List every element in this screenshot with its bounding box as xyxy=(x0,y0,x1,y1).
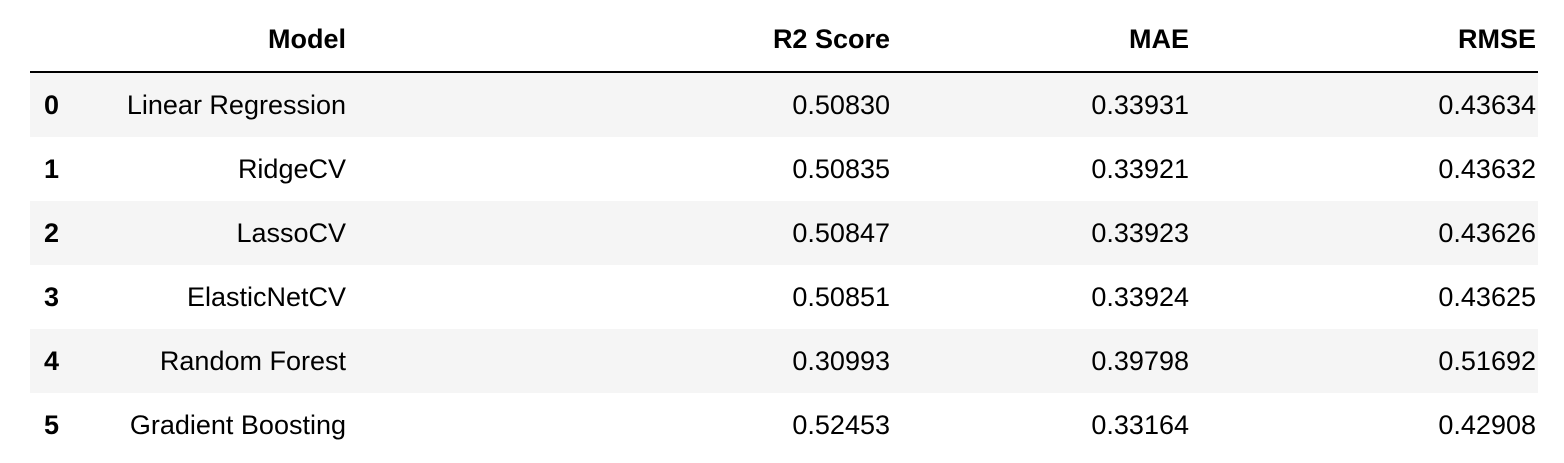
r2-score-cell: 0.50830 xyxy=(792,89,890,120)
r2-score-cell: 0.50851 xyxy=(792,281,890,312)
mae-cell: 0.33923 xyxy=(1091,217,1189,248)
model-cell: Linear Regression xyxy=(126,89,346,120)
r2-score-cell: 0.50847 xyxy=(792,217,890,248)
model-cell: LassoCV xyxy=(236,217,346,248)
row-index: 1 xyxy=(44,153,60,184)
r2-score-header: R2 Score xyxy=(346,8,890,73)
mae-cell: 0.39798 xyxy=(1091,345,1189,376)
index-header xyxy=(30,8,78,73)
row-index: 5 xyxy=(44,409,60,440)
rmse-header: RMSE xyxy=(1189,8,1538,73)
r2-score-cell: 0.50835 xyxy=(792,153,890,184)
rmse-cell: 0.51692 xyxy=(1438,345,1536,376)
table-row: 0 Linear Regression 0.50830 0.33931 0.43… xyxy=(30,72,1538,137)
mae-header: MAE xyxy=(890,8,1189,73)
row-index: 4 xyxy=(44,345,60,376)
model-cell: Gradient Boosting xyxy=(129,409,346,440)
row-index: 3 xyxy=(44,281,60,312)
rmse-cell: 0.43625 xyxy=(1438,281,1536,312)
rmse-cell: 0.43626 xyxy=(1438,217,1536,248)
r2-score-cell: 0.52453 xyxy=(792,409,890,440)
model-cell: ElasticNetCV xyxy=(186,281,346,312)
mae-cell: 0.33164 xyxy=(1091,409,1189,440)
table-header: Model R2 Score MAE RMSE xyxy=(30,8,1538,73)
results-table: Model R2 Score MAE RMSE 0 Linear Regress… xyxy=(30,8,1538,457)
mae-cell: 0.33931 xyxy=(1091,89,1189,120)
rmse-cell: 0.42908 xyxy=(1438,409,1536,440)
table-row: 5 Gradient Boosting 0.52453 0.33164 0.42… xyxy=(30,393,1538,457)
model-cell: Random Forest xyxy=(159,345,346,376)
row-index: 2 xyxy=(44,217,60,248)
row-index: 0 xyxy=(44,89,60,120)
table-row: 2 LassoCV 0.50847 0.33923 0.43626 xyxy=(30,201,1538,265)
table-row: 3 ElasticNetCV 0.50851 0.33924 0.43625 xyxy=(30,265,1538,329)
table-row: 4 Random Forest 0.30993 0.39798 0.51692 xyxy=(30,329,1538,393)
table-body: 0 Linear Regression 0.50830 0.33931 0.43… xyxy=(30,72,1538,457)
header-row: Model R2 Score MAE RMSE xyxy=(30,8,1538,73)
r2-score-cell: 0.30993 xyxy=(792,345,890,376)
mae-cell: 0.33924 xyxy=(1091,281,1189,312)
table-row: 1 RidgeCV 0.50835 0.33921 0.43632 xyxy=(30,137,1538,201)
mae-cell: 0.33921 xyxy=(1091,153,1189,184)
rmse-cell: 0.43634 xyxy=(1438,89,1536,120)
model-header: Model xyxy=(78,8,346,73)
rmse-cell: 0.43632 xyxy=(1438,153,1536,184)
model-cell: RidgeCV xyxy=(237,153,346,184)
